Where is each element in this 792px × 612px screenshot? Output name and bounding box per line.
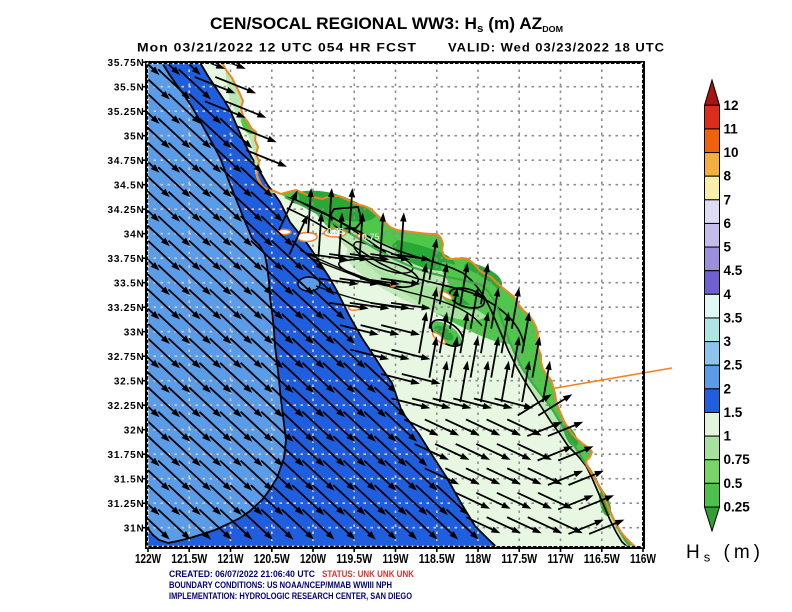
svg-text:Mon 03/21/2022 12 UTC 054 HR F: Mon 03/21/2022 12 UTC 054 HR FCST (137, 41, 417, 55)
svg-text:6: 6 (724, 216, 732, 231)
svg-text:4: 4 (724, 287, 732, 302)
svg-text:3: 3 (724, 334, 732, 349)
svg-text:1: 1 (724, 429, 732, 444)
svg-text:32.5N: 32.5N (114, 377, 145, 388)
svg-text:BOUNDARY CONDITIONS: US NOAA/N: BOUNDARY CONDITIONS: US NOAA/NCEP/MMAB W… (169, 580, 392, 590)
svg-text:118.5W: 118.5W (419, 551, 456, 566)
svg-text:32.25N: 32.25N (107, 401, 144, 412)
svg-text:35N: 35N (124, 132, 145, 143)
svg-text:34.25N: 34.25N (107, 205, 144, 216)
svg-text:CREATED: 06/07/2022 21:06:40 U: CREATED: 06/07/2022 21:06:40 UTC (169, 569, 315, 579)
svg-text:STATUS: UNK UNK UNK: STATUS: UNK UNK UNK (322, 569, 414, 579)
svg-text:35.5N: 35.5N (114, 83, 145, 94)
svg-text:116W: 116W (630, 551, 657, 566)
svg-text:33.5N: 33.5N (114, 279, 145, 290)
svg-text:VALID: Wed 03/23/2022 18 UTC: VALID: Wed 03/23/2022 18 UTC (448, 41, 665, 55)
svg-text:35.75N: 35.75N (107, 58, 144, 69)
svg-text:33N: 33N (124, 328, 145, 339)
svg-text:31N: 31N (124, 524, 145, 535)
svg-text:32.75N: 32.75N (107, 352, 144, 363)
svg-text:CEN/SOCAL REGIONAL WW3: Hs (m): CEN/SOCAL REGIONAL WW3: Hs (m) AZ DOM (210, 15, 563, 35)
svg-text:121.5W: 121.5W (171, 551, 208, 566)
svg-text:33.75N: 33.75N (107, 254, 144, 265)
svg-text:117.5W: 117.5W (501, 551, 538, 566)
svg-text:5: 5 (724, 240, 732, 255)
svg-text:Hs (m): Hs (m) (686, 542, 764, 565)
svg-text:4.5: 4.5 (724, 263, 743, 278)
svg-text:12: 12 (724, 98, 739, 113)
svg-text:120.5W: 120.5W (254, 551, 291, 566)
svg-text:118W: 118W (465, 551, 492, 566)
svg-text:121W: 121W (218, 551, 245, 566)
svg-text:32N: 32N (124, 426, 145, 437)
svg-text:33.25N: 33.25N (107, 303, 144, 314)
svg-text:35.25N: 35.25N (107, 107, 144, 118)
svg-text:122W: 122W (135, 551, 162, 566)
svg-text:7: 7 (724, 192, 732, 207)
svg-text:0.5: 0.5 (724, 476, 743, 491)
svg-text:0.75: 0.75 (362, 232, 380, 242)
svg-text:1.5: 1.5 (724, 405, 743, 420)
svg-text:119.5W: 119.5W (336, 551, 373, 566)
svg-text:0.25: 0.25 (724, 500, 751, 515)
svg-text:2.5: 2.5 (724, 358, 743, 373)
svg-text:3.5: 3.5 (724, 311, 743, 326)
svg-text:119W: 119W (383, 551, 410, 566)
svg-text:34.5N: 34.5N (114, 181, 145, 192)
svg-text:11: 11 (724, 121, 739, 136)
svg-text:116.5W: 116.5W (584, 551, 621, 566)
svg-text:34N: 34N (124, 230, 145, 241)
svg-text:34.75N: 34.75N (107, 156, 144, 167)
svg-text:117W: 117W (548, 551, 575, 566)
svg-text:120W: 120W (300, 551, 327, 566)
svg-text:8: 8 (724, 169, 732, 184)
svg-text:2: 2 (724, 381, 732, 396)
svg-text:10: 10 (724, 145, 739, 160)
svg-text:IMPLEMENTATION: HYDROLOGIC RES: IMPLEMENTATION: HYDROLOGIC RESEARCH CENT… (169, 591, 412, 601)
svg-text:31.75N: 31.75N (107, 450, 144, 461)
svg-text:31.5N: 31.5N (114, 475, 145, 486)
svg-text:0.75: 0.75 (327, 226, 344, 236)
svg-text:0.75: 0.75 (724, 452, 751, 467)
svg-text:31.25N: 31.25N (107, 499, 144, 510)
